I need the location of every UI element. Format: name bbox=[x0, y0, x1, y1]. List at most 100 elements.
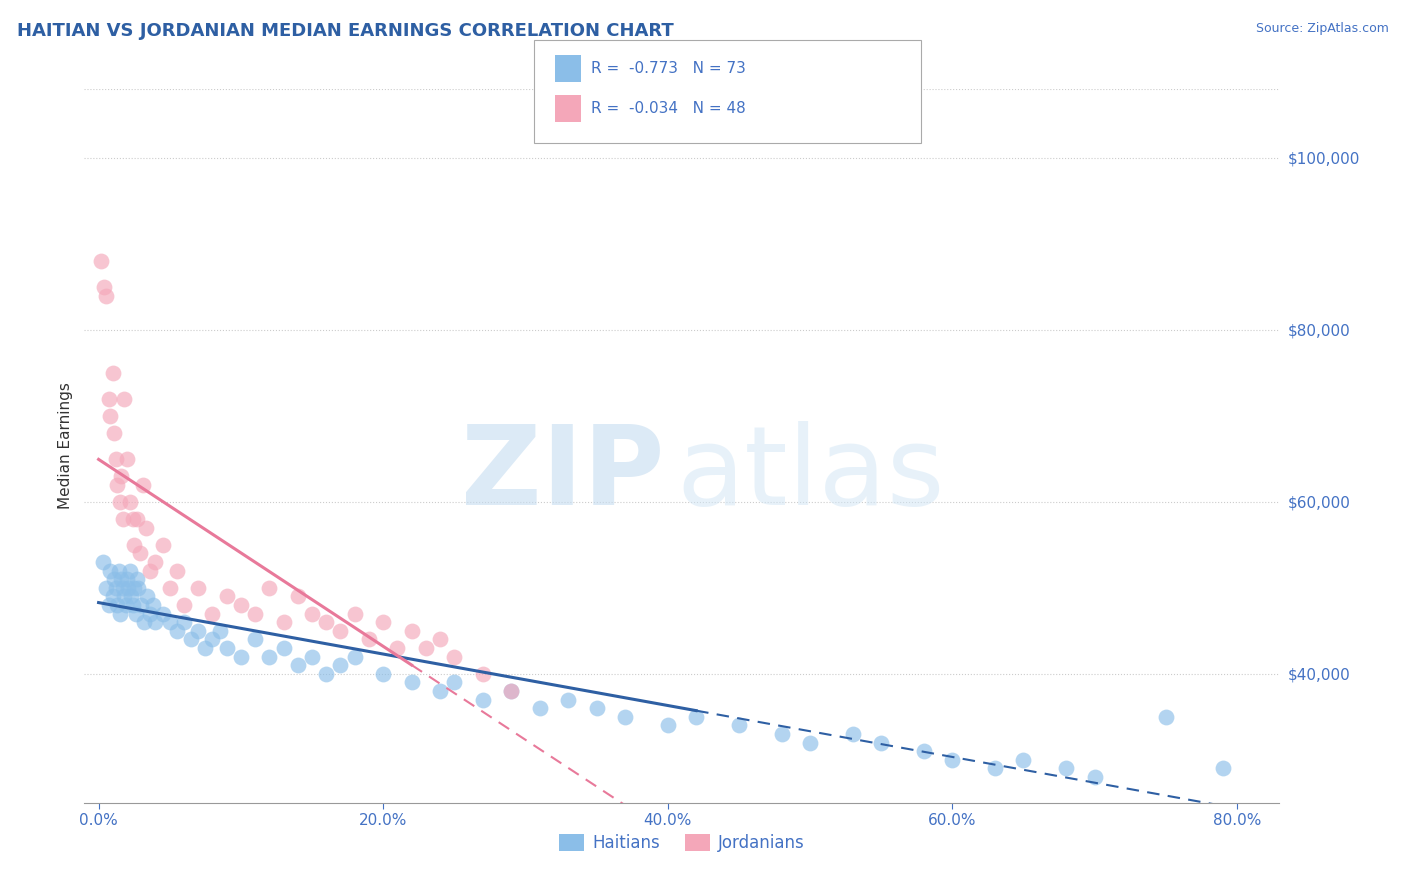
Point bbox=[685, 710, 707, 724]
Point bbox=[501, 684, 523, 698]
Point bbox=[180, 632, 202, 647]
Point bbox=[125, 512, 148, 526]
Point bbox=[585, 701, 607, 715]
Point bbox=[429, 684, 451, 698]
Point bbox=[142, 598, 165, 612]
Point bbox=[110, 572, 132, 586]
Point bbox=[97, 392, 120, 406]
Point bbox=[273, 641, 295, 656]
Point bbox=[529, 701, 551, 715]
Point bbox=[94, 288, 117, 302]
Point bbox=[657, 718, 679, 732]
Text: R =  -0.773   N = 73: R = -0.773 N = 73 bbox=[591, 62, 745, 76]
Point bbox=[122, 581, 145, 595]
Point bbox=[103, 572, 125, 586]
Point bbox=[287, 590, 309, 604]
Point bbox=[166, 624, 188, 638]
Point bbox=[329, 624, 352, 638]
Point bbox=[114, 598, 136, 612]
Point bbox=[243, 607, 266, 621]
Point bbox=[104, 581, 127, 595]
Point bbox=[127, 581, 149, 595]
Point bbox=[443, 649, 465, 664]
Point bbox=[132, 615, 156, 630]
Point bbox=[984, 761, 1007, 775]
Point bbox=[301, 649, 323, 664]
Point bbox=[870, 736, 893, 750]
Point bbox=[105, 598, 128, 612]
Point bbox=[229, 649, 252, 664]
Point bbox=[122, 538, 145, 552]
Point bbox=[108, 607, 131, 621]
Point bbox=[145, 615, 167, 630]
Text: ZIP: ZIP bbox=[461, 421, 664, 528]
Point bbox=[259, 581, 281, 595]
Point bbox=[215, 590, 238, 604]
Point bbox=[117, 581, 139, 595]
Point bbox=[120, 590, 142, 604]
Point bbox=[194, 641, 217, 656]
Point bbox=[387, 641, 409, 656]
Text: HAITIAN VS JORDANIAN MEDIAN EARNINGS CORRELATION CHART: HAITIAN VS JORDANIAN MEDIAN EARNINGS COR… bbox=[17, 22, 673, 40]
Text: Source: ZipAtlas.com: Source: ZipAtlas.com bbox=[1256, 22, 1389, 36]
Point bbox=[90, 254, 112, 268]
Point bbox=[152, 538, 174, 552]
Point bbox=[243, 632, 266, 647]
Point bbox=[841, 727, 863, 741]
Point bbox=[273, 615, 295, 630]
Point bbox=[94, 581, 117, 595]
Text: R =  -0.034   N = 48: R = -0.034 N = 48 bbox=[591, 102, 745, 116]
Point bbox=[799, 736, 821, 750]
Point bbox=[125, 572, 148, 586]
Point bbox=[208, 624, 231, 638]
Point bbox=[91, 555, 114, 569]
Point bbox=[329, 658, 352, 673]
Point bbox=[139, 564, 162, 578]
Y-axis label: Median Earnings: Median Earnings bbox=[58, 383, 73, 509]
Point bbox=[129, 598, 152, 612]
Point bbox=[107, 564, 129, 578]
Point bbox=[1012, 753, 1035, 767]
Point bbox=[118, 495, 141, 509]
Point bbox=[97, 598, 120, 612]
Point bbox=[401, 624, 423, 638]
Point bbox=[201, 632, 224, 647]
Point bbox=[301, 607, 323, 621]
Text: atlas: atlas bbox=[676, 421, 945, 528]
Legend: Haitians, Jordanians: Haitians, Jordanians bbox=[553, 827, 811, 859]
Point bbox=[770, 727, 793, 741]
Point bbox=[187, 624, 209, 638]
Point bbox=[135, 521, 157, 535]
Point bbox=[136, 590, 159, 604]
Point bbox=[343, 607, 366, 621]
Point bbox=[128, 546, 150, 560]
Point bbox=[93, 280, 115, 294]
Point bbox=[124, 607, 146, 621]
Point bbox=[112, 590, 135, 604]
Point bbox=[111, 512, 134, 526]
Point bbox=[215, 641, 238, 656]
Point bbox=[557, 692, 579, 706]
Point bbox=[112, 392, 135, 406]
Point bbox=[118, 564, 141, 578]
Point bbox=[1054, 761, 1077, 775]
Point bbox=[941, 753, 963, 767]
Point bbox=[373, 615, 395, 630]
Point bbox=[152, 607, 174, 621]
Point bbox=[173, 598, 195, 612]
Point bbox=[471, 666, 494, 681]
Point bbox=[315, 615, 337, 630]
Point bbox=[121, 512, 143, 526]
Point bbox=[727, 718, 749, 732]
Point bbox=[401, 675, 423, 690]
Point bbox=[471, 692, 494, 706]
Point bbox=[110, 469, 132, 483]
Point bbox=[343, 649, 366, 664]
Point bbox=[101, 590, 124, 604]
Point bbox=[111, 581, 134, 595]
Point bbox=[912, 744, 935, 758]
Point bbox=[429, 632, 451, 647]
Point bbox=[121, 598, 143, 612]
Point bbox=[98, 564, 121, 578]
Point bbox=[145, 555, 167, 569]
